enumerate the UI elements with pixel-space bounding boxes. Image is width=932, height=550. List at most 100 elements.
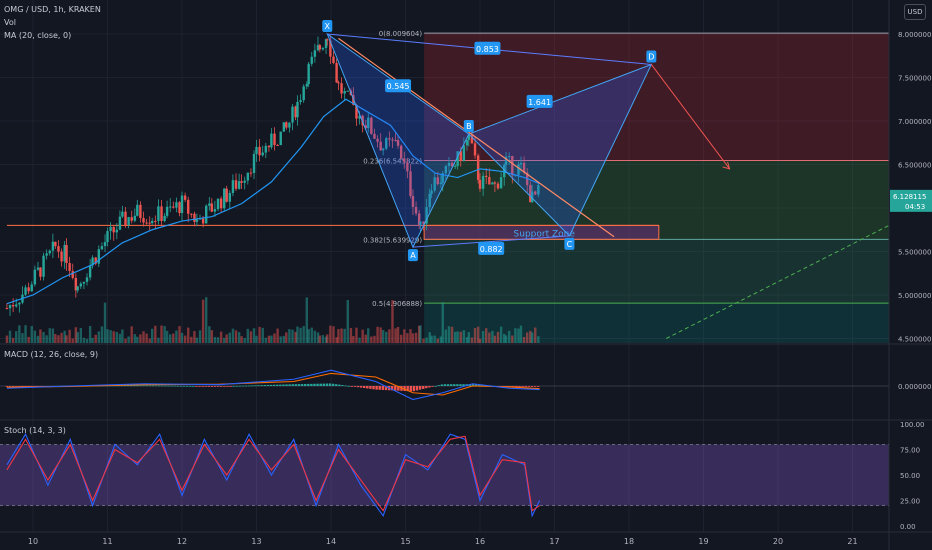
candle-body	[430, 190, 433, 194]
macd-histogram-bar	[325, 383, 329, 386]
stoch-label: Stoch (14, 3, 3)	[4, 426, 66, 435]
macd-histogram-bar	[328, 383, 332, 386]
candle-body	[24, 287, 27, 295]
volume-bar	[529, 330, 532, 343]
volume-bar	[121, 329, 124, 343]
macd-histogram-bar	[412, 386, 416, 392]
macd-histogram-bar	[148, 385, 152, 387]
candle-body	[299, 100, 302, 103]
macd-histogram-bar	[422, 386, 425, 389]
volume-bar	[388, 329, 391, 343]
candle-body	[213, 209, 217, 212]
volume-bar	[519, 325, 523, 343]
macd-histogram-bar	[126, 385, 130, 387]
candle-body	[302, 86, 305, 101]
candle-body	[42, 255, 45, 277]
volume-bar	[154, 325, 157, 343]
volume-bar	[8, 330, 12, 343]
macd-histogram-bar	[232, 385, 235, 387]
macd-histogram-bar	[30, 386, 33, 387]
candle-body	[252, 153, 256, 173]
candle-body	[109, 226, 112, 232]
current-price-badge	[890, 189, 932, 212]
volume-bar	[411, 333, 415, 343]
support-zone-box	[423, 224, 660, 240]
volume-bar	[246, 328, 250, 343]
x-axis-tick: 19	[698, 537, 708, 546]
volume-bar	[160, 325, 163, 343]
candle-body	[310, 56, 313, 64]
volume-bar	[456, 331, 459, 343]
candle-body	[165, 206, 169, 216]
pattern-point-badge	[564, 237, 575, 250]
volume-bar	[316, 332, 320, 343]
candle-body	[364, 125, 367, 129]
macd-histogram-bar	[226, 386, 229, 387]
volume-bar	[139, 334, 142, 343]
candle-body	[130, 217, 133, 221]
x-axis-tick: 17	[549, 537, 559, 546]
candle-body	[409, 171, 412, 196]
candle-body	[296, 102, 299, 118]
volume-bar	[381, 330, 385, 343]
candle-body	[399, 145, 403, 159]
macd-histogram-bar	[310, 383, 313, 386]
volume-bar	[537, 336, 540, 343]
volume-bar	[15, 331, 18, 343]
volume-bar	[324, 336, 328, 343]
candle-body	[370, 117, 373, 134]
ratio-label: 1.641	[528, 98, 551, 107]
volume-bar	[296, 326, 299, 343]
candle-body	[337, 82, 340, 84]
volume-bar	[133, 334, 137, 343]
volume-bar	[88, 325, 92, 343]
candle-body	[258, 146, 261, 156]
macd-histogram-bar	[434, 385, 437, 387]
candle-body	[103, 242, 107, 247]
candle-body	[208, 203, 211, 206]
macd-histogram-bar	[176, 385, 179, 387]
currency-button[interactable]: USD	[904, 4, 926, 20]
volume-bar	[228, 332, 232, 343]
fib-zone	[424, 160, 889, 240]
candle-body	[433, 177, 436, 191]
macd-histogram-bar	[21, 386, 24, 387]
candle-body	[467, 134, 471, 141]
candle-body	[172, 206, 175, 208]
candle-body	[332, 56, 335, 63]
volume-bar	[27, 336, 30, 343]
candle-body	[121, 211, 124, 217]
volume-bar	[511, 335, 514, 343]
candle-body	[133, 215, 137, 221]
volume-bar	[30, 326, 33, 343]
volume-bar	[231, 328, 235, 343]
stoch-series-line	[6, 435, 540, 512]
volume-bar	[433, 335, 436, 343]
volume-bar	[488, 332, 491, 343]
macd-histogram-bar	[257, 385, 260, 387]
volume-bar	[261, 327, 264, 343]
volume-bar	[234, 330, 238, 343]
volume-bar	[60, 332, 63, 343]
candle-body	[485, 175, 488, 178]
candle-body	[396, 140, 400, 146]
volume-bar	[403, 329, 406, 343]
volume-bar	[270, 335, 273, 343]
macd-histogram-bar	[446, 384, 450, 386]
macd-histogram-bar	[27, 386, 30, 387]
macd-histogram-bar	[260, 385, 263, 386]
candle-body	[504, 156, 508, 165]
candle-body	[343, 91, 346, 94]
candle-body	[205, 205, 208, 224]
projection-arrowhead	[722, 161, 731, 170]
candle-body	[8, 305, 12, 309]
volume-bar	[340, 328, 343, 343]
macd-histogram-bar	[425, 386, 428, 389]
volume-bar	[213, 336, 217, 343]
volume-bar	[65, 335, 68, 343]
volume-bar	[180, 332, 184, 343]
volume-bar	[63, 330, 66, 343]
volume-bar	[82, 337, 86, 343]
macd-histogram-bar	[459, 384, 462, 386]
